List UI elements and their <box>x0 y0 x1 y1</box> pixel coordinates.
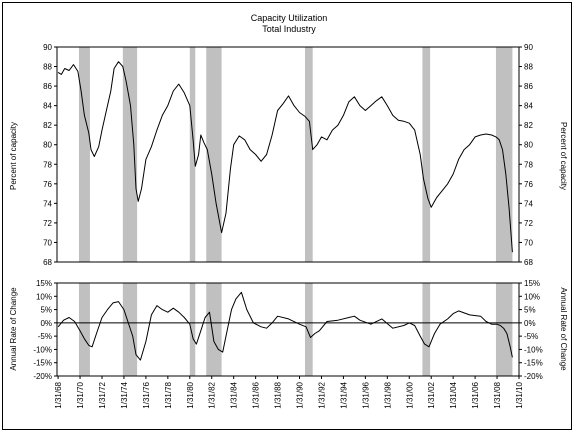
xtick-label: 1/31/04 <box>449 381 458 408</box>
bottom-recession-band <box>422 283 431 376</box>
xtick-label: 1/31/92 <box>317 381 326 408</box>
xtick-label: 1/31/70 <box>76 381 85 408</box>
top-ytick-label-right: 68 <box>524 258 533 267</box>
bottom-ytick-label-right: -15% <box>524 359 543 368</box>
top-recession-band <box>78 47 90 262</box>
xtick-label: 1/31/68 <box>54 381 63 408</box>
top-plot: 68 68 70 70 72 72 74 74 76 76 78 78 80 80 82 82 84 84 86 86… <box>43 43 533 267</box>
top-ylabel-right: Percent of capacity <box>559 122 568 190</box>
xtick-label: 1/31/82 <box>208 381 217 408</box>
xtick-label: 1/31/98 <box>383 381 392 408</box>
top-ytick-label-right: 72 <box>524 219 533 228</box>
bottom-ytick-label-right: 5% <box>524 306 536 315</box>
top-ylabel-left: Percent of capacity <box>9 122 18 190</box>
xtick-label: 1/31/76 <box>142 381 151 408</box>
chart-frame: Capacity Utilization Total Industry 68 68… <box>2 2 572 430</box>
top-ytick-label-right: 88 <box>524 63 533 72</box>
xtick-label: 1/31/96 <box>361 381 370 408</box>
top-ytick-label-left: 78 <box>43 160 52 169</box>
bottom-plot-border <box>56 282 520 377</box>
top-ytick-label-right: 90 <box>524 43 533 52</box>
chart-subtitle: Total Industry <box>262 24 316 34</box>
xtick-label: 1/31/80 <box>186 381 195 408</box>
bottom-recession-band <box>206 283 222 376</box>
top-ytick-label-left: 74 <box>43 199 52 208</box>
bottom-ytick-label-right: 15% <box>524 279 540 288</box>
bottom-ytick-label-left: -5% <box>38 332 52 341</box>
top-recession-band <box>305 47 313 262</box>
xtick-label: 1/31/74 <box>120 381 129 408</box>
top-ytick-label-right: 84 <box>524 102 533 111</box>
capacity-utilization-chart: Capacity Utilization Total Industry 68 68… <box>9 13 568 409</box>
top-ytick-label-left: 72 <box>43 219 52 228</box>
top-recession-band <box>422 47 431 262</box>
xtick-label: 1/31/84 <box>230 381 239 408</box>
bottom-series-line <box>57 291 513 361</box>
top-ytick-label-right: 70 <box>524 238 533 247</box>
bottom-ytick-label-left: -10% <box>33 345 52 354</box>
top-ytick-label-left: 76 <box>43 180 52 189</box>
chart-title: Capacity Utilization <box>251 13 328 23</box>
bottom-ytick-label-left: 0% <box>40 319 52 328</box>
top-ytick-label-left: 90 <box>43 43 52 52</box>
xtick-label: 1/31/88 <box>274 381 283 408</box>
top-series-line <box>57 61 513 253</box>
top-ytick-label-left: 86 <box>43 82 52 91</box>
xtick-label: 1/31/94 <box>339 381 348 408</box>
bottom-ytick-label-left: -20% <box>33 372 52 381</box>
bottom-ylabel-right: Annual Rate of Change <box>559 287 568 371</box>
xtick-label: 1/31/86 <box>252 381 261 408</box>
top-ytick-label-right: 76 <box>524 180 533 189</box>
bottom-plot: 15% 15% 10% 10% 5% 5% 0% 0% -5% -5% -10% -10% -15% -1… <box>33 279 542 409</box>
xtick-label: 1/31/08 <box>493 381 502 408</box>
bottom-recession-band <box>78 283 90 376</box>
bottom-ytick-label-right: -10% <box>524 345 543 354</box>
bottom-ytick-label-right: 0% <box>524 319 536 328</box>
bottom-ytick-label-left: 5% <box>40 306 52 315</box>
top-ytick-label-right: 78 <box>524 160 533 169</box>
xtick-label: 1/31/02 <box>427 381 436 408</box>
bottom-recession-band <box>189 283 196 376</box>
top-recession-band <box>495 47 513 262</box>
xtick-label: 1/31/00 <box>405 381 414 408</box>
top-ytick-label-right: 86 <box>524 82 533 91</box>
xtick-label: 1/31/10 <box>515 381 524 408</box>
xtick-label: 1/31/72 <box>98 381 107 408</box>
bottom-ytick-label-right: -20% <box>524 372 543 381</box>
top-ytick-label-left: 70 <box>43 238 52 247</box>
bottom-ytick-label-left: -15% <box>33 359 52 368</box>
top-ytick-label-left: 68 <box>43 258 52 267</box>
top-ytick-label-left: 88 <box>43 63 52 72</box>
bottom-ylabel-left: Annual Rate of Change <box>9 287 18 371</box>
xtick-label: 1/31/78 <box>164 381 173 408</box>
top-ytick-label-left: 82 <box>43 121 52 130</box>
bottom-ytick-label-left: 10% <box>36 292 52 301</box>
top-ytick-label-right: 82 <box>524 121 533 130</box>
top-plot-border <box>56 46 520 263</box>
bottom-recession-band <box>305 283 313 376</box>
xtick-label: 1/31/90 <box>296 381 305 408</box>
top-ytick-label-left: 80 <box>43 141 52 150</box>
bottom-ytick-label-left: 15% <box>36 279 52 288</box>
top-recession-band <box>189 47 196 262</box>
top-ytick-label-left: 84 <box>43 102 52 111</box>
top-ytick-label-right: 74 <box>524 199 533 208</box>
top-recession-band <box>206 47 222 262</box>
bottom-ytick-label-right: -5% <box>524 332 538 341</box>
bottom-ytick-label-right: 10% <box>524 292 540 301</box>
top-ytick-label-right: 80 <box>524 141 533 150</box>
top-recession-band <box>122 47 138 262</box>
xtick-label: 1/31/06 <box>471 381 480 408</box>
